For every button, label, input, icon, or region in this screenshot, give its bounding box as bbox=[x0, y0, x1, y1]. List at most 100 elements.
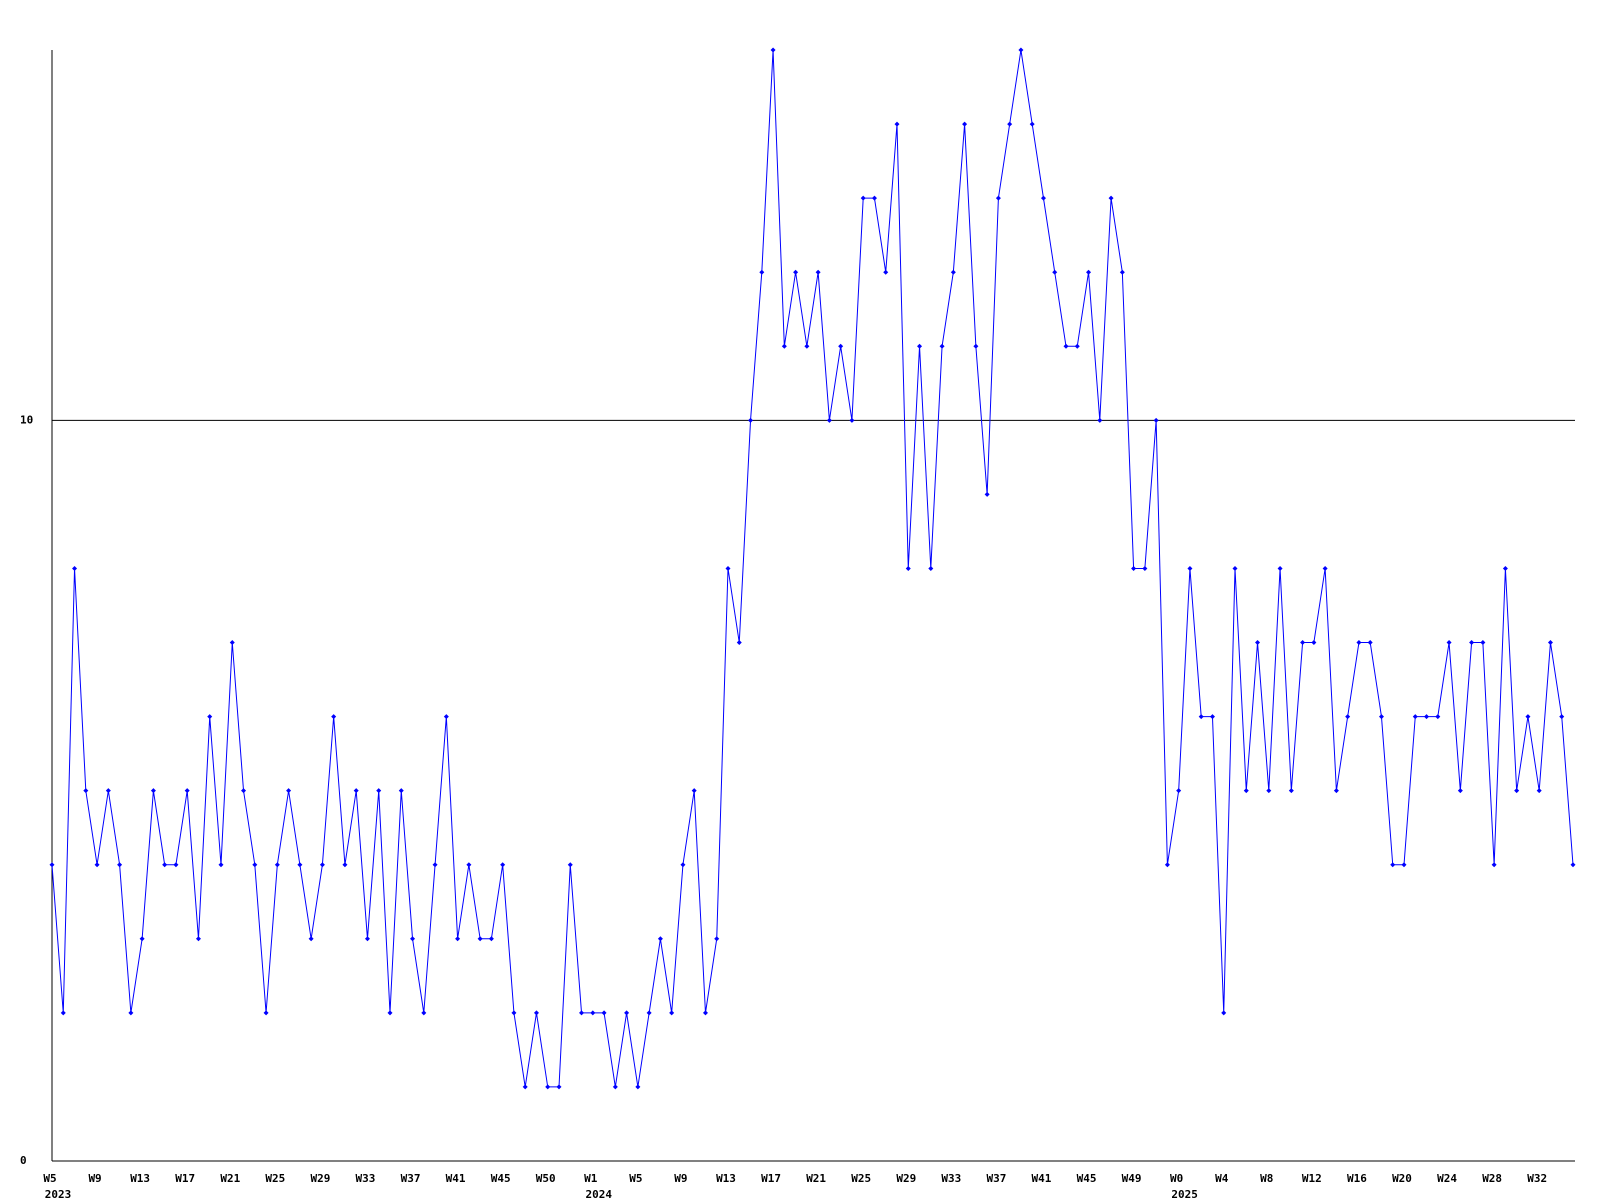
point bbox=[1514, 788, 1520, 794]
point bbox=[657, 936, 663, 942]
point bbox=[376, 788, 382, 794]
x-tick-label: W29 bbox=[310, 1172, 330, 1185]
point bbox=[1525, 714, 1531, 720]
point bbox=[894, 121, 900, 127]
point bbox=[150, 788, 156, 794]
point bbox=[1018, 47, 1024, 53]
point bbox=[1040, 195, 1046, 201]
point bbox=[1435, 714, 1441, 720]
point bbox=[421, 1010, 427, 1016]
point bbox=[646, 1010, 652, 1016]
point bbox=[1176, 788, 1182, 794]
x-tick-label: W37 bbox=[986, 1172, 1006, 1185]
x-tick-label: W45 bbox=[491, 1172, 511, 1185]
point bbox=[579, 1010, 585, 1016]
point bbox=[319, 862, 325, 868]
point bbox=[826, 417, 832, 423]
x-tick-label: W9 bbox=[88, 1172, 101, 1185]
x-tick-label: W25 bbox=[265, 1172, 285, 1185]
point bbox=[793, 269, 799, 275]
point bbox=[1570, 862, 1576, 868]
x-tick-label: W17 bbox=[761, 1172, 781, 1185]
point bbox=[128, 1010, 134, 1016]
x-tick-label: W41 bbox=[1032, 1172, 1052, 1185]
point bbox=[612, 1084, 618, 1090]
point bbox=[1401, 862, 1407, 868]
point bbox=[556, 1084, 562, 1090]
x-tick-label: W24 bbox=[1437, 1172, 1457, 1185]
point bbox=[1243, 788, 1249, 794]
point bbox=[1322, 565, 1328, 571]
point bbox=[1390, 862, 1396, 868]
point bbox=[1108, 195, 1114, 201]
point bbox=[1491, 862, 1497, 868]
point bbox=[105, 788, 111, 794]
point bbox=[241, 788, 247, 794]
point bbox=[364, 936, 370, 942]
x-tick-label: W20 bbox=[1392, 1172, 1412, 1185]
x-year-label: 2023 bbox=[45, 1188, 72, 1200]
point bbox=[195, 936, 201, 942]
point bbox=[725, 565, 731, 571]
point bbox=[962, 121, 968, 127]
point bbox=[173, 862, 179, 868]
x-tick-label: W8 bbox=[1260, 1172, 1273, 1185]
point bbox=[1480, 640, 1486, 646]
point bbox=[635, 1084, 641, 1090]
point bbox=[973, 343, 979, 349]
point bbox=[1086, 269, 1092, 275]
point bbox=[950, 269, 956, 275]
point bbox=[849, 417, 855, 423]
point bbox=[139, 936, 145, 942]
point bbox=[1142, 565, 1148, 571]
point bbox=[398, 788, 404, 794]
point bbox=[162, 862, 168, 868]
x-tick-label: W33 bbox=[356, 1172, 376, 1185]
point bbox=[838, 343, 844, 349]
point bbox=[511, 1010, 517, 1016]
point bbox=[1333, 788, 1339, 794]
point bbox=[804, 343, 810, 349]
y-tick-label: 0 bbox=[20, 1154, 27, 1167]
point bbox=[860, 195, 866, 201]
point bbox=[1424, 714, 1430, 720]
point bbox=[94, 862, 100, 868]
point bbox=[207, 714, 213, 720]
point bbox=[60, 1010, 66, 1016]
point bbox=[252, 862, 258, 868]
point bbox=[883, 269, 889, 275]
point bbox=[748, 417, 754, 423]
x-tick-label: W49 bbox=[1122, 1172, 1142, 1185]
point bbox=[218, 862, 224, 868]
line bbox=[51, 49, 1574, 1088]
point bbox=[1457, 788, 1463, 794]
point bbox=[522, 1084, 528, 1090]
point bbox=[1547, 640, 1553, 646]
point bbox=[387, 1010, 393, 1016]
point bbox=[443, 714, 449, 720]
point bbox=[691, 788, 697, 794]
x-tick-label: W16 bbox=[1347, 1172, 1367, 1185]
point bbox=[770, 47, 776, 53]
point bbox=[669, 1010, 675, 1016]
point bbox=[286, 788, 292, 794]
point bbox=[1266, 788, 1272, 794]
point bbox=[1052, 269, 1058, 275]
point bbox=[1412, 714, 1418, 720]
point bbox=[488, 936, 494, 942]
point bbox=[1198, 714, 1204, 720]
x-tick-label: W50 bbox=[536, 1172, 556, 1185]
x-year-label: 2024 bbox=[586, 1188, 613, 1200]
x-tick-label: W5 bbox=[629, 1172, 642, 1185]
point bbox=[590, 1010, 596, 1016]
point bbox=[1131, 565, 1137, 571]
point bbox=[995, 195, 1001, 201]
point bbox=[939, 343, 945, 349]
point bbox=[1559, 714, 1565, 720]
point bbox=[1074, 343, 1080, 349]
point bbox=[297, 862, 303, 868]
point bbox=[567, 862, 573, 868]
x-tick-label: W21 bbox=[220, 1172, 240, 1185]
point bbox=[1119, 269, 1125, 275]
point bbox=[1063, 343, 1069, 349]
